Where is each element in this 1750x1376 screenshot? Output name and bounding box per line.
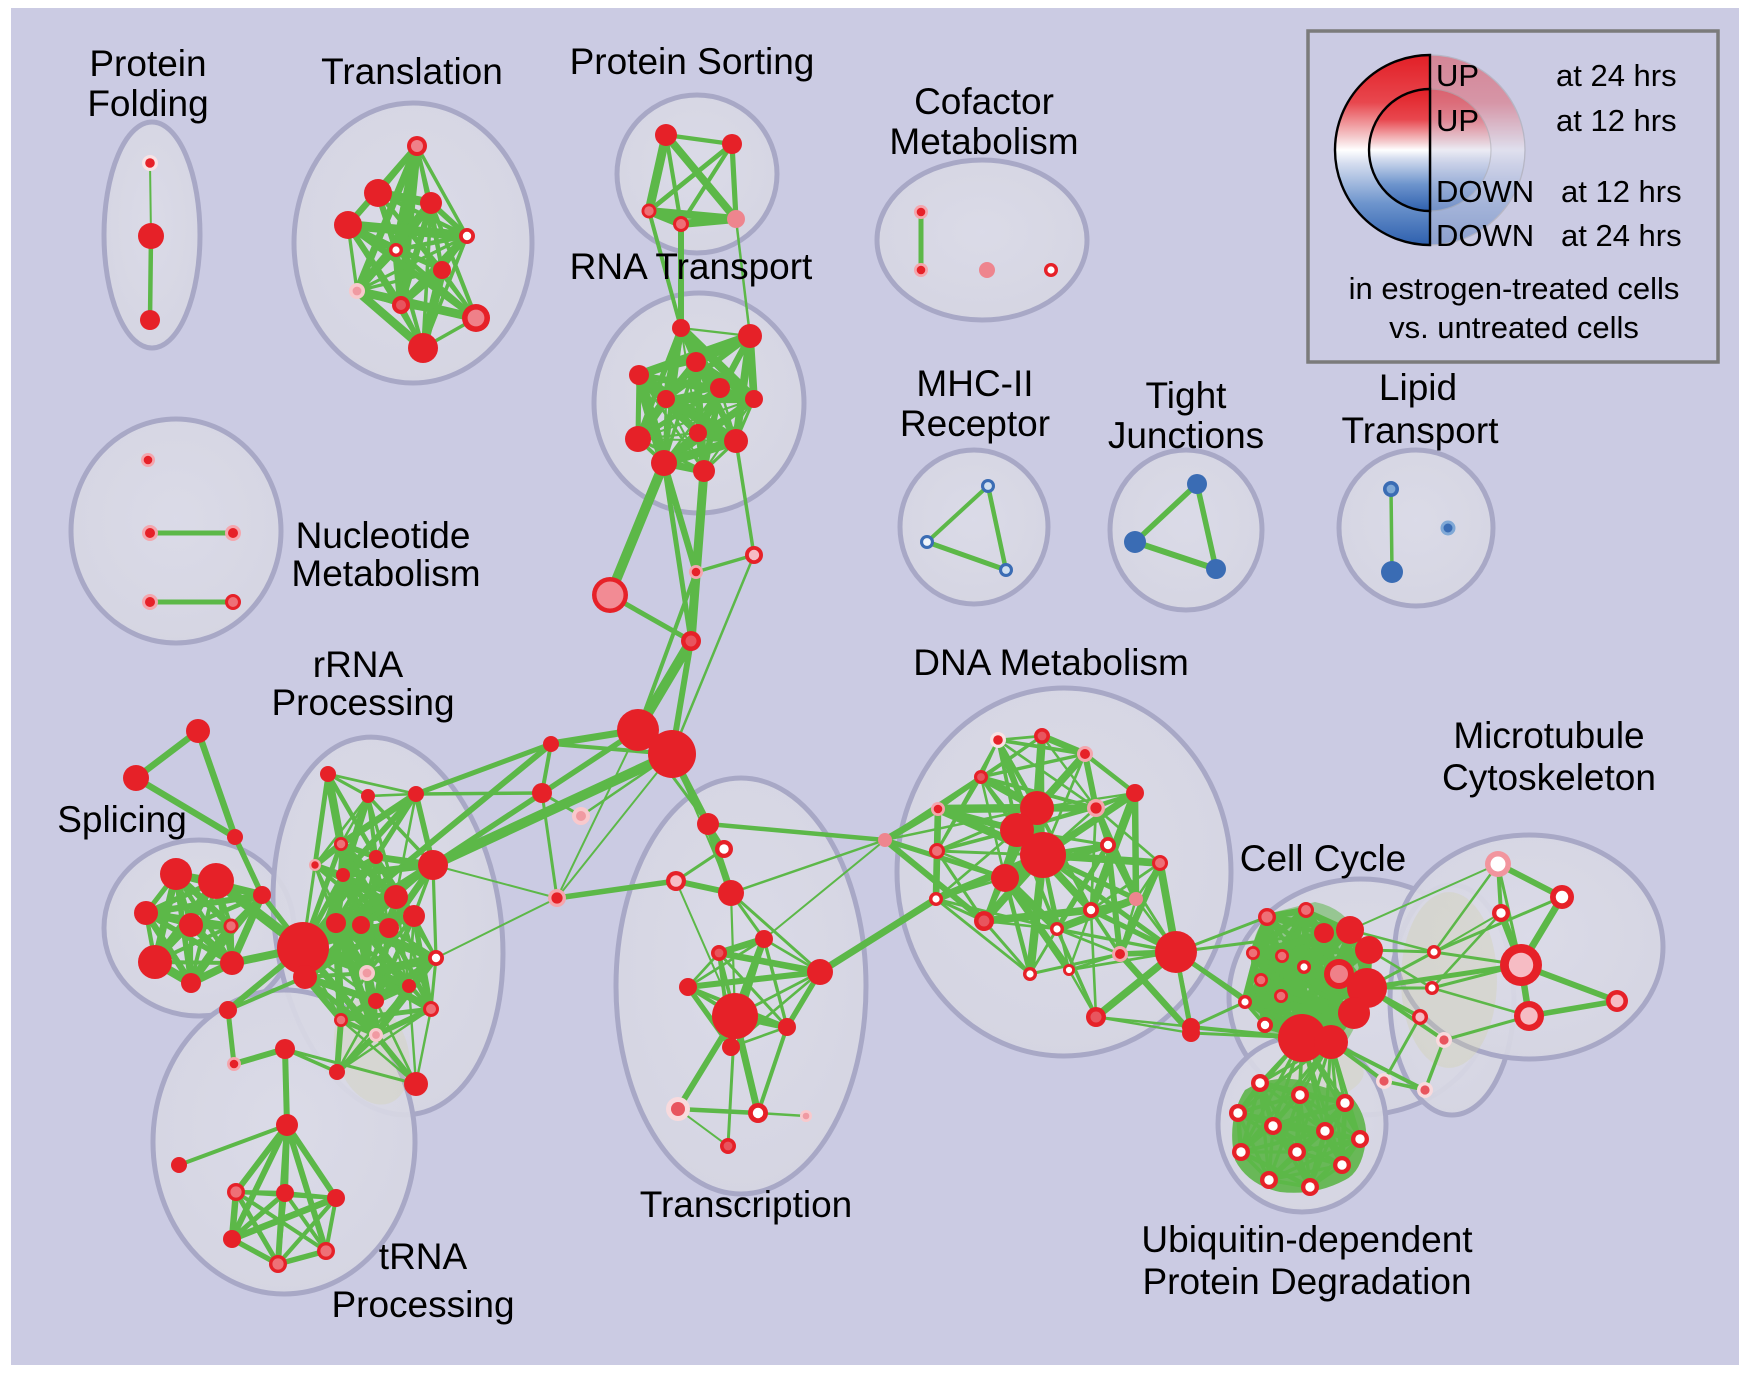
svg-text:at 24 hrs: at 24 hrs [1556,58,1677,93]
svg-text:Nucleotide: Nucleotide [296,515,471,556]
svg-text:rRNA: rRNA [313,644,404,685]
svg-text:UP: UP [1436,103,1479,138]
svg-text:Protein Degradation: Protein Degradation [1142,1261,1471,1302]
svg-text:Cell Cycle: Cell Cycle [1240,838,1407,879]
svg-text:Protein Sorting: Protein Sorting [570,41,815,82]
svg-text:vs. untreated cells: vs. untreated cells [1389,310,1639,345]
svg-text:Transport: Transport [1342,410,1500,451]
svg-text:at 12 hrs: at 12 hrs [1556,103,1677,138]
svg-text:DNA Metabolism: DNA Metabolism [913,642,1189,683]
svg-text:Protein: Protein [89,43,206,84]
svg-text:Receptor: Receptor [900,403,1050,444]
svg-text:UP: UP [1436,58,1479,93]
svg-text:Metabolism: Metabolism [291,553,480,594]
svg-text:tRNA: tRNA [379,1236,468,1277]
svg-text:DOWN: DOWN [1436,174,1534,209]
svg-text:Metabolism: Metabolism [889,121,1078,162]
svg-text:at 24 hrs: at 24 hrs [1561,218,1682,253]
svg-text:Processing: Processing [271,682,454,723]
svg-text:Cofactor: Cofactor [914,81,1054,122]
svg-text:Processing: Processing [331,1284,514,1325]
svg-text:DOWN: DOWN [1436,218,1534,253]
svg-text:MHC-II: MHC-II [916,363,1033,404]
svg-text:Transcription: Transcription [640,1184,852,1225]
svg-text:Cytoskeleton: Cytoskeleton [1442,757,1656,798]
svg-text:Splicing: Splicing [57,799,187,840]
svg-text:Tight: Tight [1146,375,1228,416]
svg-text:in estrogen-treated cells: in estrogen-treated cells [1349,271,1680,306]
svg-text:Translation: Translation [321,51,503,92]
svg-text:Microtubule: Microtubule [1453,715,1644,756]
svg-text:Lipid: Lipid [1379,367,1457,408]
svg-text:Ubiquitin-dependent: Ubiquitin-dependent [1141,1219,1473,1260]
svg-text:RNA Transport: RNA Transport [570,246,813,287]
svg-text:at 12 hrs: at 12 hrs [1561,174,1682,209]
svg-text:Folding: Folding [87,83,208,124]
svg-text:Junctions: Junctions [1108,415,1264,456]
